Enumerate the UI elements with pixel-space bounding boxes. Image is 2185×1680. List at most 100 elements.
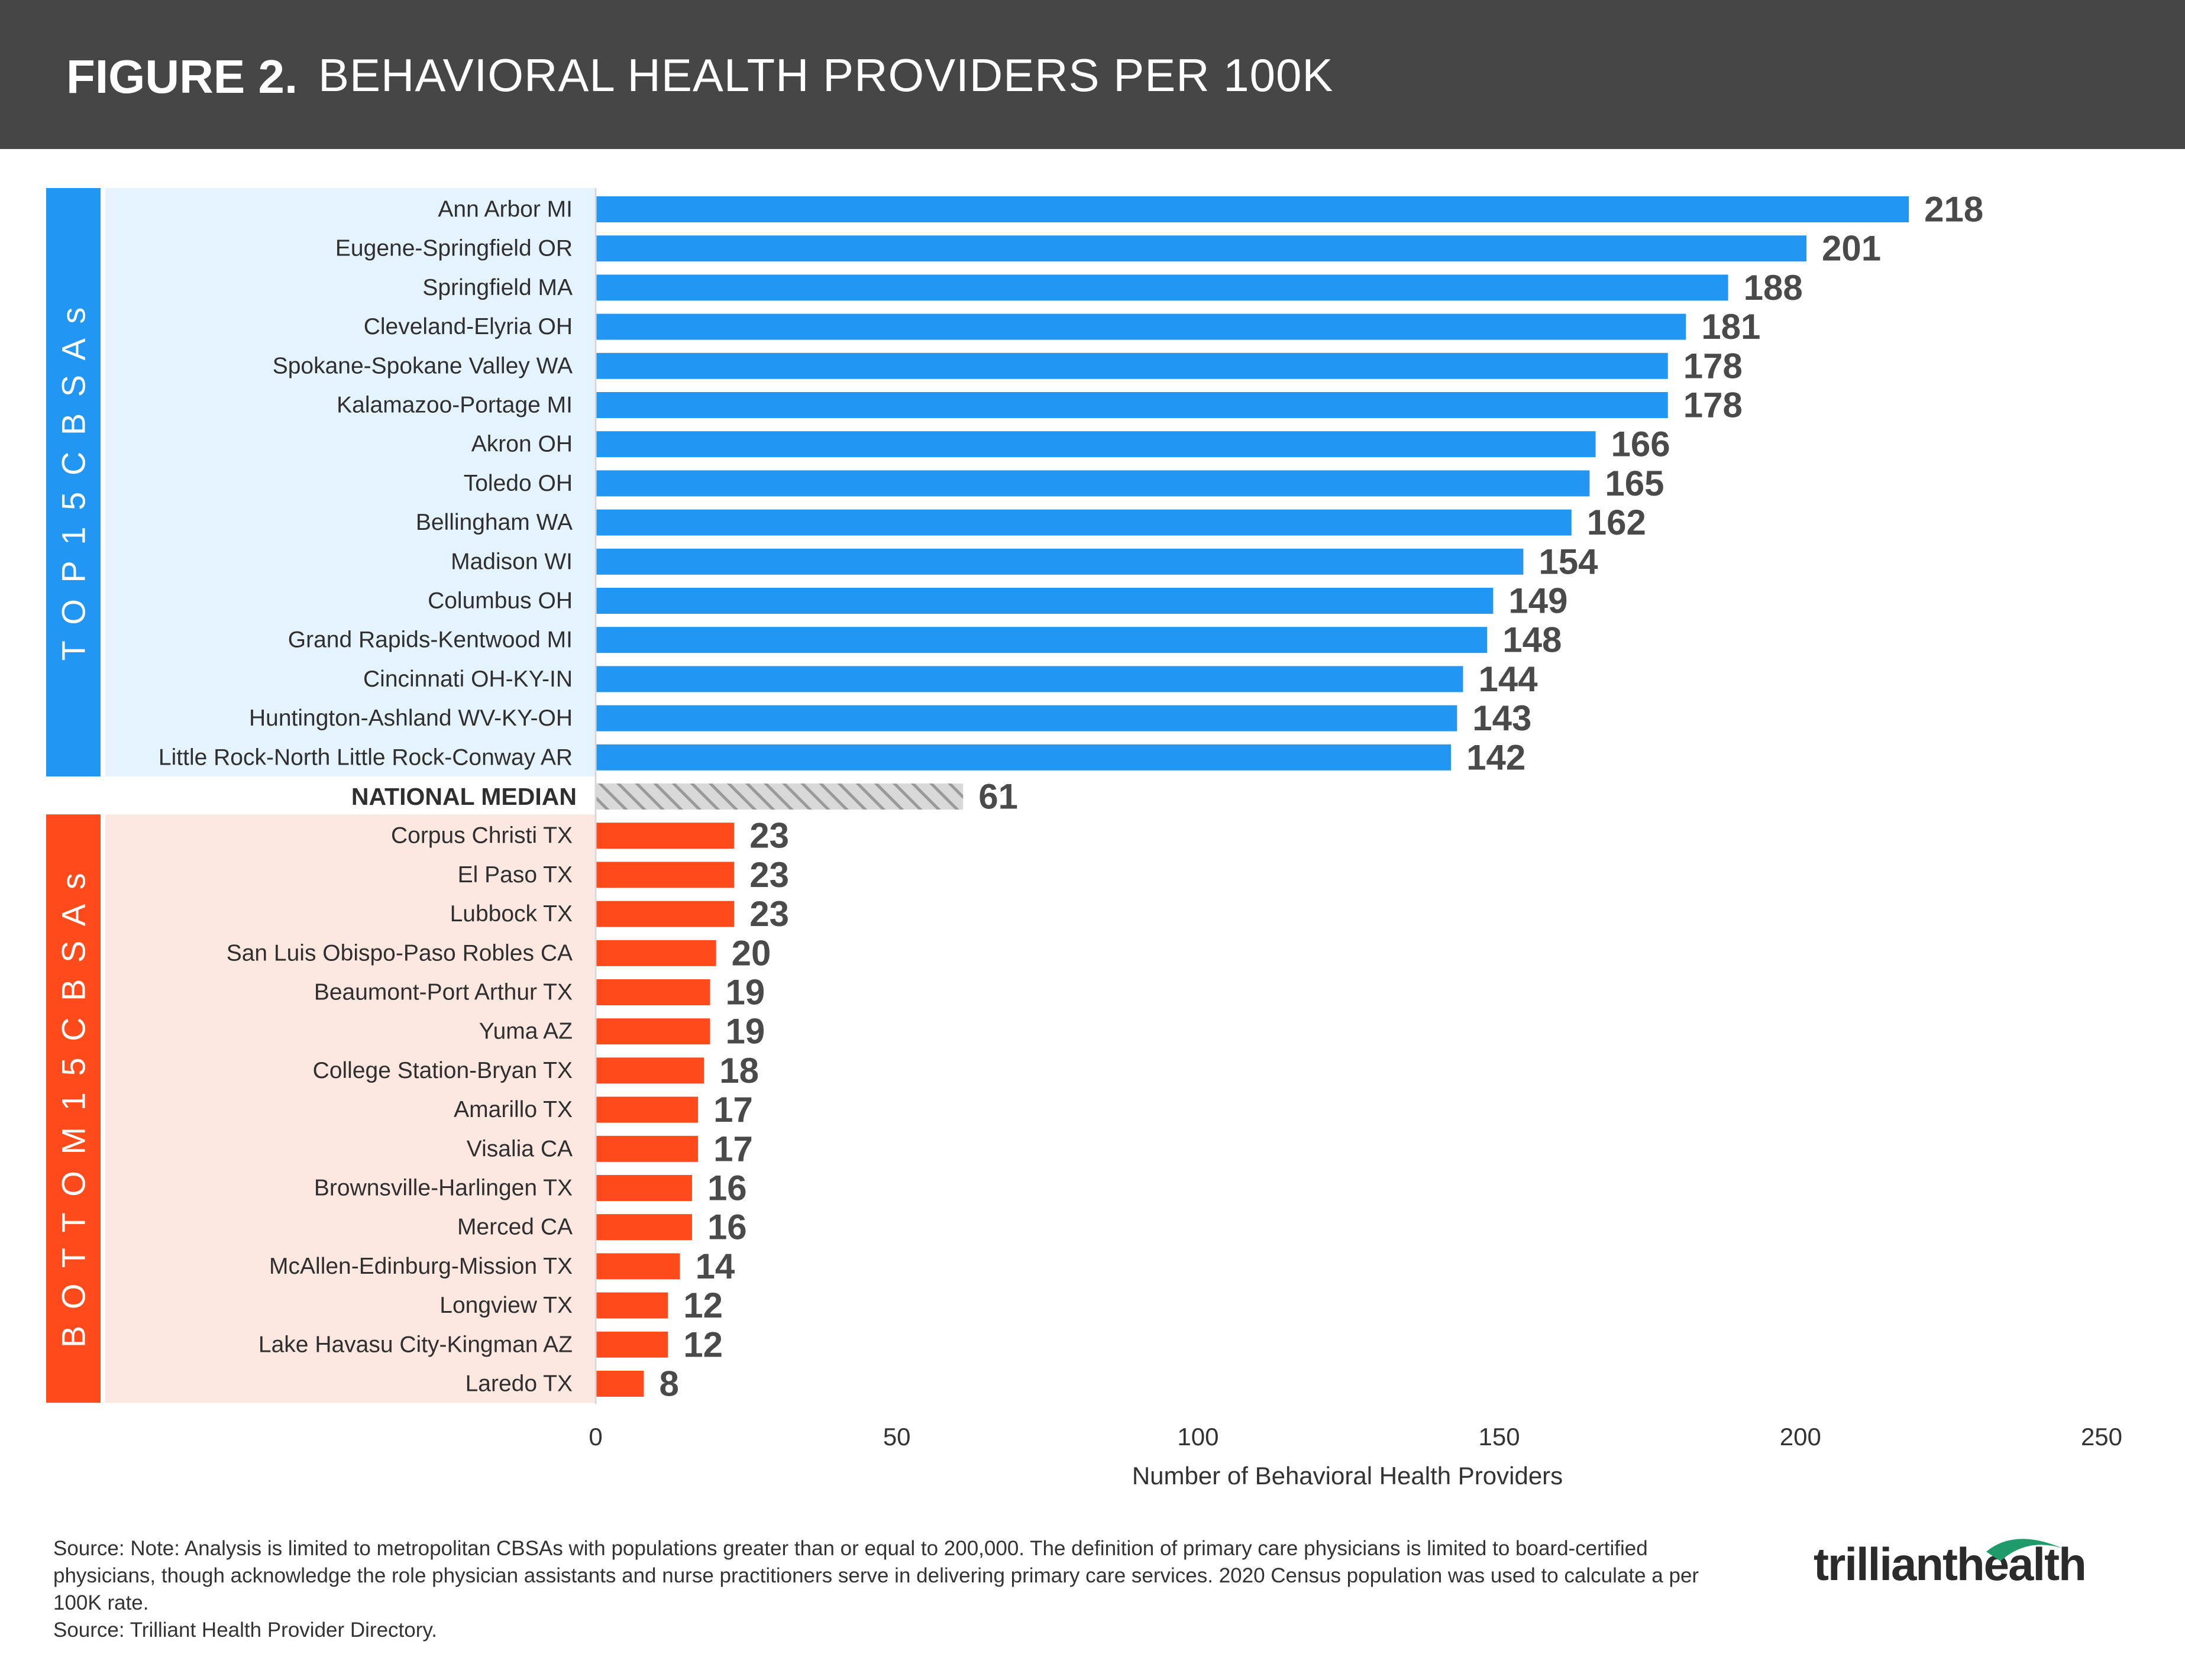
data-label: 17 <box>713 1129 753 1168</box>
bar <box>596 548 1524 575</box>
category-label: Lubbock TX <box>450 901 573 927</box>
category-label: Laredo TX <box>466 1371 573 1397</box>
bar <box>596 744 1452 771</box>
data-label: 19 <box>725 1012 765 1051</box>
bar <box>596 431 1596 458</box>
group-strip <box>46 814 101 1403</box>
bar <box>596 509 1572 536</box>
data-label: 144 <box>1478 659 1538 699</box>
category-label: NATIONAL MEDIAN <box>351 783 577 810</box>
group-panel <box>105 814 596 1403</box>
data-label: 19 <box>725 973 765 1012</box>
bar <box>596 1096 699 1123</box>
data-label: 165 <box>1605 464 1664 503</box>
group-label: T O P 1 5 C B S A s <box>55 304 92 661</box>
bar <box>596 901 735 927</box>
category-label: Lake Havasu City-Kingman AZ <box>258 1332 573 1357</box>
data-label: 181 <box>1701 307 1760 347</box>
category-label: Springfield MA <box>422 275 573 300</box>
data-label: 20 <box>732 933 771 973</box>
logo-swoosh-icon <box>1986 1539 2062 1561</box>
figure-label: FIGURE 2. <box>66 50 298 103</box>
data-label: 23 <box>749 894 789 934</box>
group-strip <box>46 188 101 776</box>
group-panel <box>105 188 596 776</box>
bar <box>596 1175 692 1201</box>
x-axis-title: Number of Behavioral Health Providers <box>1132 1462 1563 1490</box>
data-label: 201 <box>1822 229 1881 268</box>
bar <box>596 627 1488 653</box>
data-label: 17 <box>713 1090 753 1129</box>
x-tick-label: 200 <box>1780 1423 1821 1451</box>
category-label: Amarillo TX <box>454 1097 573 1122</box>
data-label: 12 <box>683 1325 723 1364</box>
bar <box>596 235 1806 262</box>
bar <box>596 1135 699 1162</box>
data-label: 61 <box>978 777 1018 817</box>
bar <box>596 1057 704 1084</box>
bar <box>596 1253 680 1280</box>
category-label: Madison WI <box>451 549 573 574</box>
bar <box>596 352 1668 379</box>
x-tick-label: 250 <box>2081 1423 2122 1451</box>
category-label: Columbus OH <box>428 588 573 614</box>
category-label: Visalia CA <box>467 1136 573 1161</box>
data-label: 148 <box>1502 620 1562 660</box>
category-label: Brownsville-Harlingen TX <box>314 1176 573 1201</box>
category-label: McAllen-Edinburg-Mission TX <box>269 1254 573 1279</box>
bar <box>596 1371 644 1397</box>
bar <box>596 1292 668 1319</box>
bar <box>596 862 735 888</box>
category-label: Merced CA <box>457 1215 573 1240</box>
logo-wordmark: trillianthealth <box>1814 1538 2087 1590</box>
source-note-text: Source: Note: Analysis is limited to met… <box>53 1537 1699 1614</box>
category-label: Toledo OH <box>464 471 573 496</box>
source-line: Source: Trilliant Health Provider Direct… <box>53 1619 438 1642</box>
bar-chart: T O P 1 5 C B S A s Ann Arbor MI 218 Eugene… <box>46 188 2122 1490</box>
trilliant-health-logo: trillianthealth <box>1814 1532 2133 1597</box>
bar <box>596 705 1457 731</box>
group-label: B O T T O M 1 5 C B S A s <box>55 869 92 1348</box>
category-label: Longview TX <box>439 1293 573 1318</box>
data-label: 8 <box>659 1364 678 1404</box>
category-label: Grand Rapids-Kentwood MI <box>288 627 573 653</box>
bar <box>596 940 716 966</box>
category-label: Beaumont-Port Arthur TX <box>314 980 573 1005</box>
category-label: Spokane-Spokane Valley WA <box>273 353 573 378</box>
bar <box>596 1018 710 1045</box>
data-label: 188 <box>1744 268 1803 307</box>
category-label: Cleveland-Elyria OH <box>364 314 573 339</box>
data-label: 149 <box>1508 581 1567 621</box>
bar <box>596 823 735 849</box>
median-bar <box>596 784 964 810</box>
category-label: Kalamazoo-Portage MI <box>337 393 573 418</box>
bar <box>596 313 1686 340</box>
bar <box>596 1331 668 1358</box>
x-tick-label: 150 <box>1479 1423 1520 1451</box>
bar <box>596 979 710 1005</box>
category-label: College Station-Bryan TX <box>313 1058 573 1083</box>
data-label: 12 <box>683 1286 723 1325</box>
data-label: 218 <box>1924 190 1983 229</box>
bar <box>596 470 1590 497</box>
category-label: Eugene-Springfield OR <box>335 236 573 261</box>
data-label: 23 <box>749 855 789 895</box>
data-label: 178 <box>1683 346 1743 386</box>
chart-title: BEHAVIORAL HEALTH PROVIDERS PER 100K <box>318 49 1334 101</box>
data-label: 154 <box>1538 542 1598 581</box>
category-label: Ann Arbor MI <box>438 197 573 222</box>
bar <box>596 588 1494 614</box>
source-note: Source: Note: Analysis is limited to met… <box>53 1535 1733 1644</box>
data-label: 178 <box>1683 386 1743 425</box>
data-label: 142 <box>1466 737 1525 777</box>
category-label: San Luis Obispo-Paso Robles CA <box>227 940 573 966</box>
x-tick-label: 100 <box>1177 1423 1218 1451</box>
data-label: 14 <box>696 1247 735 1286</box>
category-label: El Paso TX <box>458 862 573 888</box>
category-label: Cincinnati OH-KY-IN <box>363 666 573 692</box>
category-label: Little Rock-North Little Rock-Conway AR <box>159 744 573 770</box>
bar <box>596 666 1463 692</box>
category-label: Akron OH <box>471 432 573 457</box>
bar <box>596 274 1728 301</box>
data-label: 18 <box>719 1051 759 1090</box>
